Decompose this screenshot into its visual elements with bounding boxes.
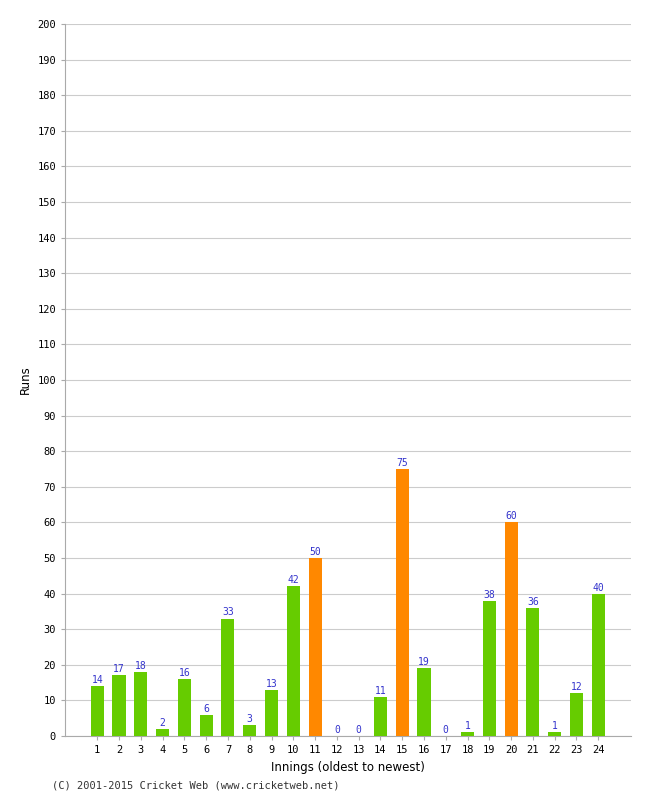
Bar [112, 675, 125, 736]
Text: 19: 19 [418, 658, 430, 667]
Text: 36: 36 [527, 597, 539, 606]
Text: 1: 1 [552, 722, 558, 731]
Text: 6: 6 [203, 703, 209, 714]
Text: 13: 13 [266, 678, 278, 689]
Bar [309, 558, 322, 736]
Text: 0: 0 [443, 725, 448, 735]
Bar [570, 694, 583, 736]
Bar [178, 679, 191, 736]
Bar [91, 686, 104, 736]
Text: 33: 33 [222, 607, 234, 618]
Bar [222, 618, 235, 736]
Bar [592, 594, 604, 736]
X-axis label: Innings (oldest to newest): Innings (oldest to newest) [271, 761, 424, 774]
Bar [200, 714, 213, 736]
Text: 60: 60 [505, 511, 517, 522]
Text: 16: 16 [179, 668, 190, 678]
Text: 11: 11 [374, 686, 386, 696]
Y-axis label: Runs: Runs [19, 366, 32, 394]
Bar [483, 601, 496, 736]
Bar [548, 733, 561, 736]
Text: 0: 0 [356, 725, 361, 735]
Text: 2: 2 [160, 718, 166, 728]
Bar [504, 522, 517, 736]
Text: 14: 14 [92, 675, 103, 685]
Text: 12: 12 [571, 682, 582, 692]
Text: 17: 17 [113, 665, 125, 674]
Text: 75: 75 [396, 458, 408, 468]
Bar [156, 729, 169, 736]
Text: 1: 1 [465, 722, 471, 731]
Bar [417, 668, 430, 736]
Text: 50: 50 [309, 547, 321, 557]
Bar [461, 733, 474, 736]
Bar [243, 726, 256, 736]
Text: 42: 42 [287, 575, 299, 586]
Bar [374, 697, 387, 736]
Bar [396, 469, 409, 736]
Text: 38: 38 [484, 590, 495, 600]
Text: 3: 3 [247, 714, 253, 724]
Text: 0: 0 [334, 725, 340, 735]
Text: 40: 40 [592, 582, 604, 593]
Bar [526, 608, 539, 736]
Text: (C) 2001-2015 Cricket Web (www.cricketweb.net): (C) 2001-2015 Cricket Web (www.cricketwe… [52, 781, 339, 790]
Bar [265, 690, 278, 736]
Text: 18: 18 [135, 661, 147, 671]
Bar [287, 586, 300, 736]
Bar [135, 672, 148, 736]
